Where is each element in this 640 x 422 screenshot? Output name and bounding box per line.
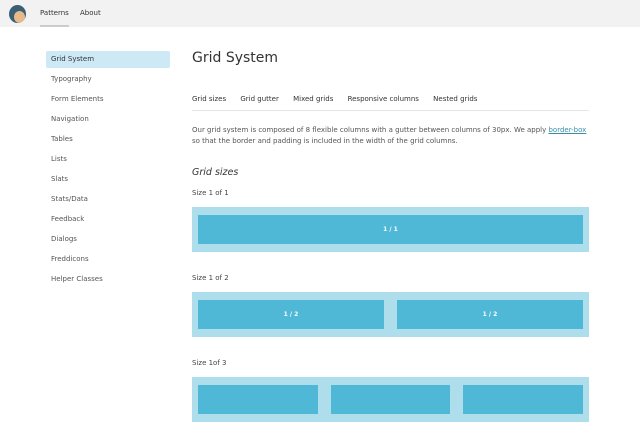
- size-label: Size 1of 3: [192, 359, 227, 367]
- section-heading: Grid sizes: [192, 167, 239, 178]
- top-header: Patterns About: [0, 0, 640, 27]
- border-box-link[interactable]: border-box: [548, 126, 587, 134]
- para-text: Our grid system is composed of 8 flexibl…: [192, 126, 549, 134]
- sidebar-item-freddicons[interactable]: Freddicons: [51, 255, 89, 263]
- size-label: Size 1 of 2: [192, 274, 229, 282]
- sidebar-item-dialogs[interactable]: Dialogs: [51, 235, 77, 243]
- nav-about[interactable]: About: [80, 9, 101, 17]
- grid-column: 1 / 2: [397, 300, 583, 329]
- tab-mixed-grids[interactable]: Mixed grids: [293, 95, 334, 103]
- grid-demo-1-of-2: 1 / 2 1 / 2: [192, 292, 589, 337]
- section-tabs: Grid sizes Grid gutter Mixed grids Respo…: [192, 95, 589, 111]
- sidebar-item-navigation[interactable]: Navigation: [51, 115, 89, 123]
- grid-demo-1-of-1: 1 / 1: [192, 207, 589, 252]
- freddie-logo-icon[interactable]: [9, 5, 26, 23]
- page-title: Grid System: [192, 50, 279, 66]
- para-text: so that the border and padding is includ…: [192, 137, 458, 145]
- grid-column: 1 / 1: [198, 215, 583, 244]
- tab-grid-gutter[interactable]: Grid gutter: [240, 95, 279, 103]
- nav-patterns[interactable]: Patterns: [40, 9, 69, 27]
- sidebar-item-form-elements[interactable]: Form Elements: [51, 95, 104, 103]
- sidebar-item-stats-data[interactable]: Stats/Data: [51, 195, 88, 203]
- sidebar-item-lists[interactable]: Lists: [51, 155, 67, 163]
- sidebar-item-feedback[interactable]: Feedback: [51, 215, 85, 223]
- sidebar: Grid System Typography Form Elements Nav…: [46, 51, 170, 291]
- sidebar-item-helper-classes[interactable]: Helper Classes: [51, 275, 103, 283]
- tab-nested-grids[interactable]: Nested grids: [433, 95, 478, 103]
- sidebar-item-tables[interactable]: Tables: [51, 135, 73, 143]
- size-label: Size 1 of 1: [192, 189, 229, 197]
- tab-responsive-columns[interactable]: Responsive columns: [347, 95, 419, 103]
- intro-paragraph: Our grid system is composed of 8 flexibl…: [192, 125, 589, 147]
- sidebar-item-typography[interactable]: Typography: [51, 75, 92, 83]
- grid-column: 1 / 2: [198, 300, 384, 329]
- sidebar-item-grid-system[interactable]: Grid System: [46, 51, 170, 68]
- sidebar-item-slats[interactable]: Slats: [51, 175, 69, 183]
- tab-grid-sizes[interactable]: Grid sizes: [192, 95, 227, 103]
